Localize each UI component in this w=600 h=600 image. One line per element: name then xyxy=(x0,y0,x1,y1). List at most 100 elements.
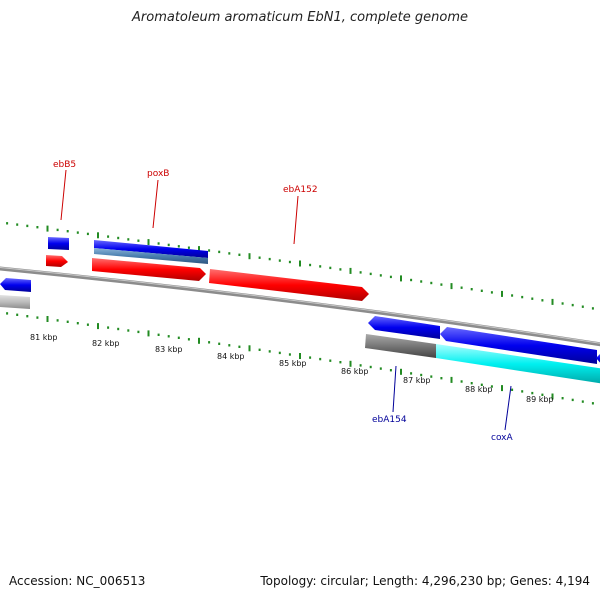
minor-tick xyxy=(228,344,231,347)
minor-tick xyxy=(571,303,574,307)
minor-tick xyxy=(137,239,140,242)
gene-left-blue[interactable] xyxy=(0,278,31,292)
gene-blue-2[interactable] xyxy=(440,327,597,364)
major-tick xyxy=(400,368,402,375)
minor-tick xyxy=(288,260,291,264)
minor-tick xyxy=(157,333,160,336)
major-tick xyxy=(450,376,453,383)
genome-backbone xyxy=(0,266,600,347)
major-tick xyxy=(551,298,554,305)
major-tick xyxy=(198,337,200,344)
minor-tick xyxy=(268,257,271,261)
minor-tick xyxy=(137,330,140,334)
major-tick xyxy=(46,316,49,322)
minor-tick xyxy=(16,313,19,316)
minor-tick xyxy=(278,351,281,355)
tick-ring-inner xyxy=(6,312,594,405)
minor-tick xyxy=(86,232,89,236)
gene-label-ebA152[interactable]: ebA152 xyxy=(283,185,318,195)
minor-tick xyxy=(167,335,170,338)
minor-tick xyxy=(521,390,524,393)
major-tick xyxy=(551,393,554,400)
minor-tick xyxy=(379,274,382,277)
gene-ebA152[interactable] xyxy=(209,269,369,301)
major-tick xyxy=(501,385,503,392)
minor-tick xyxy=(490,291,493,294)
major-tick xyxy=(198,246,200,253)
gene-label-poxB[interactable]: poxB xyxy=(147,169,169,179)
minor-tick xyxy=(177,245,180,248)
minor-tick xyxy=(329,266,332,270)
minor-tick xyxy=(389,275,392,279)
major-tick xyxy=(248,345,251,352)
scale-label: 85 kbp xyxy=(279,359,307,368)
minor-tick xyxy=(6,312,9,315)
minor-tick xyxy=(410,372,413,375)
minor-tick xyxy=(238,345,241,348)
reverse-strand-genes xyxy=(0,278,600,384)
minor-tick xyxy=(127,238,130,241)
minor-tick xyxy=(440,283,443,286)
minor-tick xyxy=(470,288,473,291)
gene-labels: ebB5 poxB ebA152 ebA154 coxA xyxy=(53,160,514,443)
minor-tick xyxy=(460,286,463,289)
minor-tick xyxy=(480,383,483,386)
minor-tick xyxy=(56,228,59,232)
minor-tick xyxy=(339,268,342,271)
minor-tick xyxy=(581,400,584,403)
gene-poxB[interactable] xyxy=(94,240,208,258)
minor-tick xyxy=(107,235,110,238)
minor-tick xyxy=(339,361,342,364)
gene-label-ebA154[interactable]: ebA154 xyxy=(372,415,407,425)
gene-poxB-red[interactable] xyxy=(92,258,206,281)
minor-tick xyxy=(117,236,120,240)
forward-strand-genes xyxy=(46,237,369,301)
gene-blue-3[interactable] xyxy=(596,351,600,366)
minor-tick xyxy=(561,397,564,400)
major-tick xyxy=(501,290,503,297)
gene-coxA[interactable] xyxy=(436,344,600,384)
minor-tick xyxy=(86,323,89,326)
minor-tick xyxy=(541,393,544,396)
major-tick xyxy=(97,232,99,239)
minor-tick xyxy=(329,359,332,362)
scale-label: 84 kbp xyxy=(217,352,245,361)
minor-tick xyxy=(359,271,362,274)
minor-tick xyxy=(157,242,160,245)
minor-tick xyxy=(127,329,130,332)
gene-label-ebB5[interactable]: ebB5 xyxy=(53,160,76,170)
minor-tick xyxy=(460,380,463,383)
minor-tick xyxy=(430,375,433,378)
gene-left-grey[interactable] xyxy=(0,295,30,309)
major-tick xyxy=(147,330,150,337)
gene-label-coxA[interactable]: coxA xyxy=(491,433,514,443)
minor-tick xyxy=(410,278,413,282)
gene-ebB5[interactable] xyxy=(48,237,69,250)
gene-ebA154[interactable] xyxy=(365,334,436,358)
minor-tick xyxy=(531,297,534,300)
minor-tick xyxy=(66,320,69,323)
minor-tick xyxy=(531,391,534,395)
minor-tick xyxy=(389,369,392,372)
minor-tick xyxy=(511,294,514,297)
minor-tick xyxy=(309,356,312,359)
minor-tick xyxy=(187,338,190,341)
gene-blue-1[interactable] xyxy=(368,316,440,339)
minor-tick xyxy=(319,265,322,268)
scale-label: 86 kbp xyxy=(341,367,369,376)
minor-tick xyxy=(278,259,281,262)
major-tick xyxy=(97,323,99,330)
major-tick xyxy=(349,360,352,367)
tick-ring-outer xyxy=(6,222,594,310)
gene-poxB-steel[interactable] xyxy=(94,248,208,264)
minor-tick xyxy=(167,243,170,247)
scale-label: 82 kbp xyxy=(92,339,120,348)
minor-tick xyxy=(420,373,423,377)
minor-tick xyxy=(359,364,362,367)
minor-tick xyxy=(561,302,564,305)
gene-ebB5-red[interactable] xyxy=(46,255,68,267)
minor-tick xyxy=(480,289,483,292)
major-tick xyxy=(46,225,49,232)
minor-tick xyxy=(218,342,221,345)
minor-tick xyxy=(56,319,59,322)
